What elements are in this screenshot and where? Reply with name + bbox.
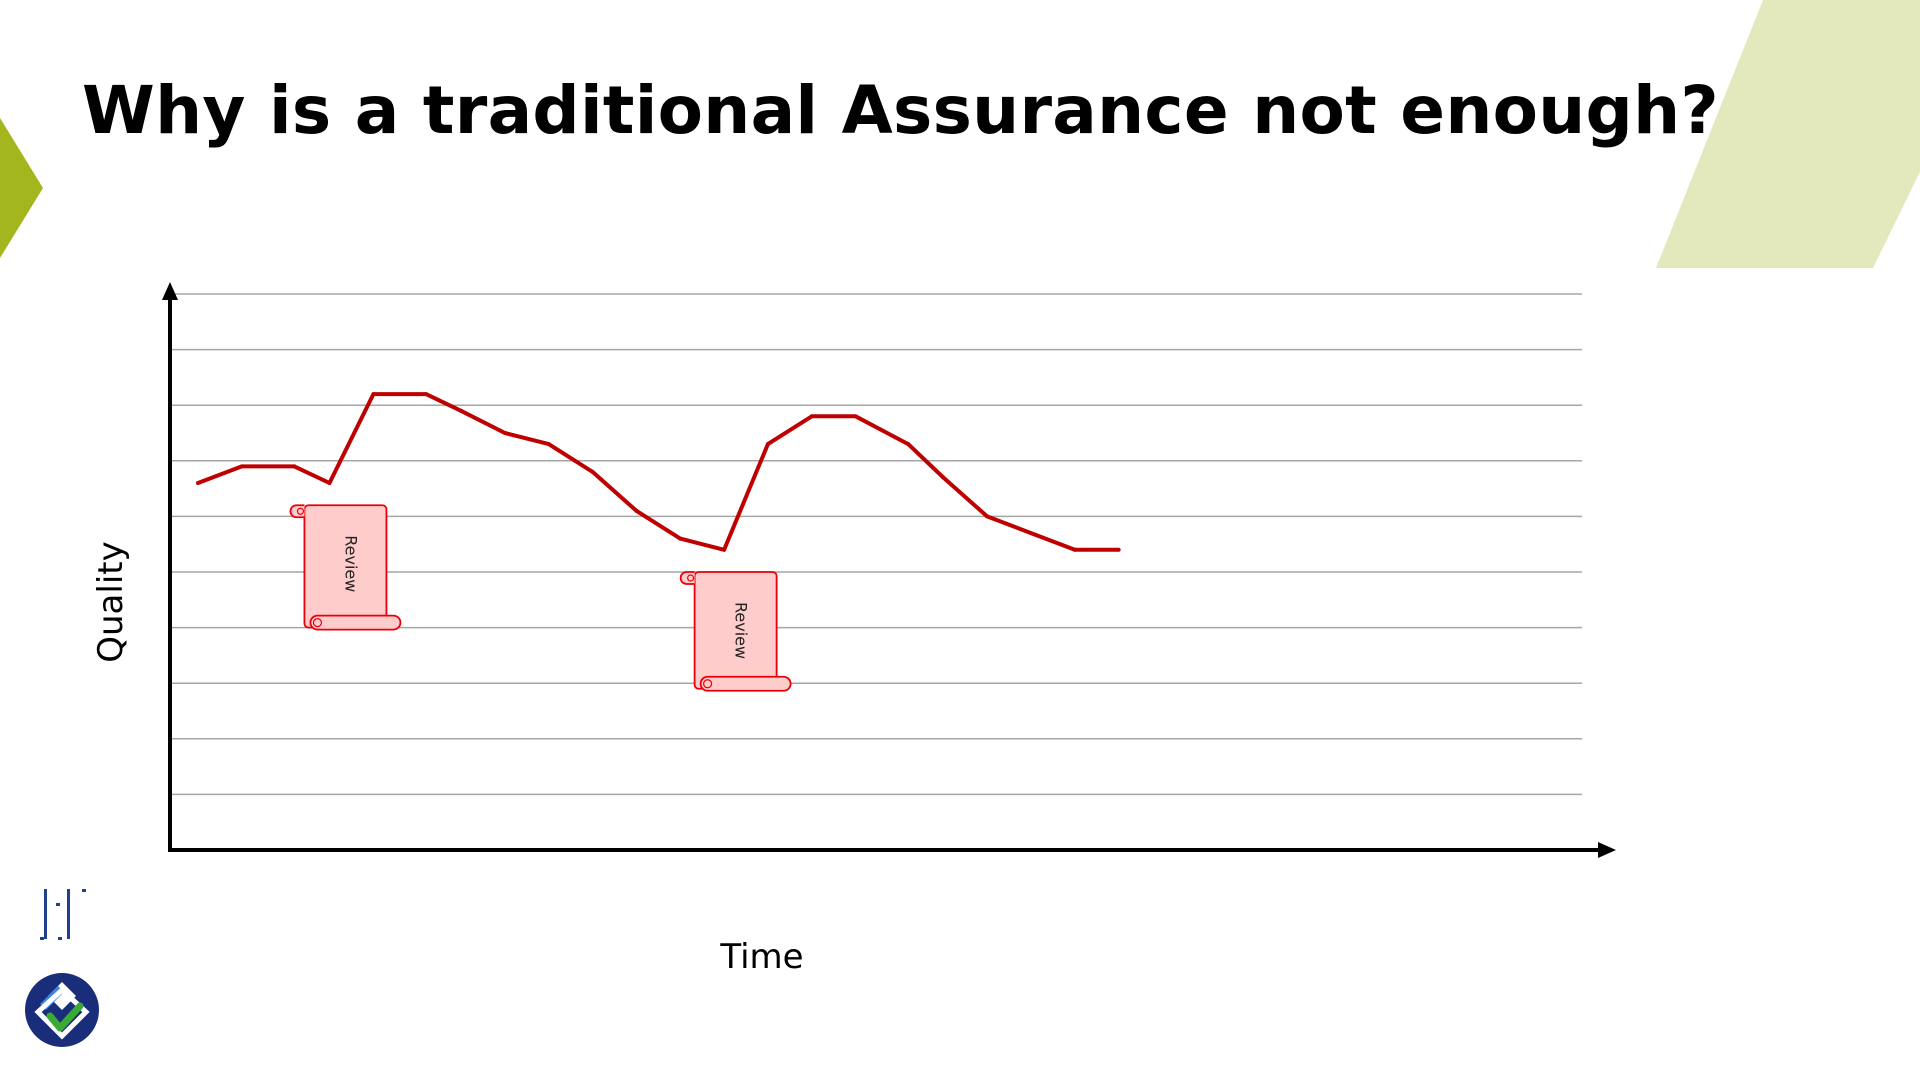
diamond-check-logo: [25, 973, 99, 1047]
quality-data-point: [546, 442, 551, 447]
right-accent-parallelogram: [1656, 0, 1920, 268]
quality-data-point: [459, 408, 464, 413]
y-axis-label: Quality: [91, 541, 131, 663]
review-scroll-top-curl-inner: [687, 574, 695, 582]
pillars-logo: [40, 889, 86, 940]
quality-data-point: [634, 508, 639, 513]
review-scroll: Review: [679, 571, 792, 692]
review-scroll-bottom-curl: [312, 617, 323, 628]
review-scroll-bottom-roll: [699, 675, 792, 692]
quality-series-points: [196, 392, 1121, 552]
quality-data-point: [1072, 547, 1077, 552]
quality-data-point: [502, 431, 507, 435]
x-axis-arrow: [1598, 842, 1616, 858]
quality-data-point: [941, 475, 946, 480]
quality-data-point: [590, 469, 595, 474]
quality-data-point: [292, 464, 297, 469]
review-annotations: Review Review: [289, 504, 792, 692]
review-scroll-bottom-roll: [309, 614, 402, 631]
quality-data-point: [371, 392, 376, 397]
quality-data-point: [1116, 547, 1121, 552]
quality-data-point: [423, 392, 428, 397]
quality-data-point: [906, 442, 911, 447]
review-scroll: Review: [289, 504, 402, 631]
quality-data-point: [985, 514, 990, 519]
quality-data-point: [1028, 531, 1033, 536]
quality-data-point: [722, 547, 727, 552]
left-accent-chevron: [0, 118, 43, 258]
quality-chart: Review Review Quality Time: [91, 282, 1616, 977]
review-label: Review: [732, 602, 751, 659]
slide-title: Why is a traditional Assurance not enoug…: [82, 72, 1719, 149]
quality-data-point: [809, 414, 814, 419]
x-axis-label: Time: [719, 937, 803, 977]
review-scroll-bottom-curl: [703, 679, 713, 689]
quality-data-point: [853, 414, 858, 419]
quality-data-point: [327, 481, 332, 486]
chart-axes: [162, 282, 1616, 858]
quality-series-line: [197, 392, 1119, 552]
chart-grid: [172, 293, 1582, 796]
review-label: Review: [341, 535, 360, 592]
y-axis-arrow: [162, 282, 178, 300]
quality-data-point: [765, 442, 770, 447]
quality-data-point: [678, 536, 683, 541]
quality-data-point: [196, 481, 200, 486]
review-scroll-top-curl-inner: [296, 507, 305, 515]
quality-data-point: [239, 464, 244, 469]
